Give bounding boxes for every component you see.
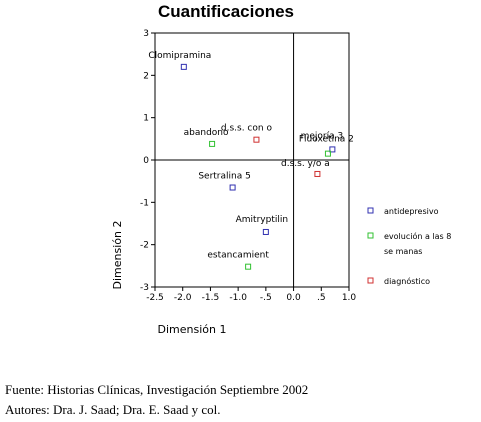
y-tick-label: 3 [143,29,149,39]
data-point-marker [262,228,269,235]
y-tick-label: -3 [140,283,149,293]
x-tick-label: 1.0 [342,293,357,303]
data-point-label: Fluoxetina 2 [299,134,354,144]
footer-source: Fuente: Historias Clínicas, Investigació… [5,382,309,397]
legend-marker [367,277,374,284]
data-point-marker [253,136,260,143]
data-point-label: Amitryptilin [236,215,288,225]
data-point-label: abandono [184,128,229,138]
y-tick-label: 2 [143,71,149,81]
x-tick-label: -.5 [260,293,272,303]
data-point-label: estancamient [207,251,269,261]
y-tick-label: -1 [140,198,149,208]
y-axis-label: Dimensión 2 [111,221,124,290]
x-tick-label: -1.5 [202,293,220,303]
x-tick-label: -2.0 [174,293,192,303]
y-tick-label: 0 [143,156,149,166]
data-point-marker [314,170,321,177]
x-tick-label: .5 [317,293,326,303]
legend-label: se manas [384,247,422,256]
data-points: Clomipramina Fluoxetina 2 Sertralina 5 Amit… [148,51,354,270]
x-tick-label: -1.0 [229,293,247,303]
x-axis-ticks: -2.5 -2.0 -1.5 -1.0 -.5 0.0 .5 1.0 [146,287,356,303]
x-tick-label: -2.5 [146,293,164,303]
legend-marker [367,207,374,214]
data-point-label: mejoría 3 [301,132,344,142]
data-point-marker [180,63,187,70]
y-tick-label: -2 [140,241,149,251]
legend-marker [367,232,374,239]
y-tick-label: 1 [143,114,149,124]
y-axis-ticks: 3 2 1 0 -1 -2 -3 [140,29,155,293]
legend-label: antidepresivo [384,207,439,216]
data-point-marker [324,150,331,157]
x-axis-label: Dimensión 1 [158,323,227,336]
legend-label: evolución a las 8 [384,231,451,241]
data-point-label: Sertralina 5 [198,172,251,182]
data-point-label: d.s.s. con o [221,124,273,134]
data-point-label: d.s.s. y/o a [281,159,330,169]
legend: antidepresivo evolución a las 8 se manas di… [367,207,451,286]
legend-label: diagnóstico [384,276,430,286]
data-point-marker [209,140,216,147]
chart-title: Cuantificaciones [158,2,294,21]
data-point-marker [229,184,236,191]
data-point-label: Clomipramina [148,51,211,61]
footer-authors: Autores: Dra. J. Saad; Dra. E. Saad y co… [5,402,221,417]
reference-lines [155,33,349,287]
data-point-marker [245,263,252,270]
data-point-marker [329,146,336,153]
x-tick-label: 0.0 [286,293,301,303]
